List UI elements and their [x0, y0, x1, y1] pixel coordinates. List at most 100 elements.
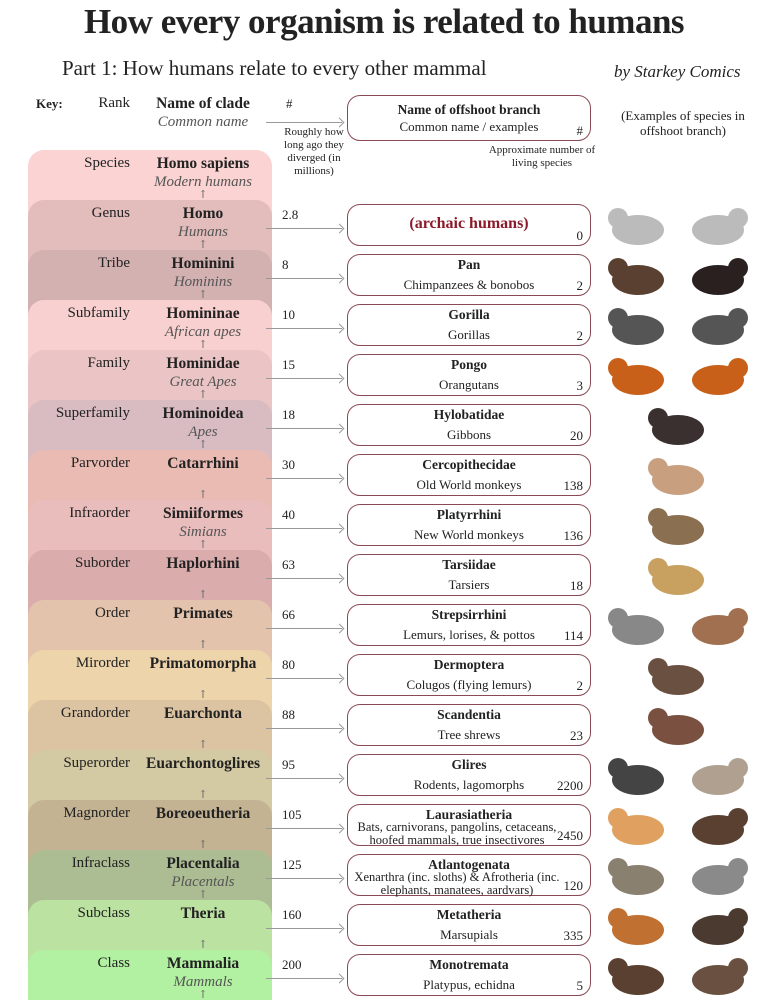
branch-box: Dermoptera Colugos (flying lemurs) 2: [347, 654, 591, 696]
branch-name: Metatheria: [436, 907, 502, 922]
species-count: 335: [563, 928, 584, 943]
divergence-mya: 66: [282, 607, 295, 622]
branch-common-name: Lemurs, lorises, & pottos: [403, 627, 535, 642]
clade-name: Homo sapiens: [156, 155, 250, 172]
species-count: 20: [570, 428, 583, 443]
capuchin-icon: [648, 508, 704, 545]
branch-name: Glires: [451, 757, 487, 772]
subtitle: Part 1: How humans relate to every other…: [62, 56, 487, 80]
up-arrow-icon: ↑: [198, 338, 208, 351]
branch-name: Pongo: [450, 357, 487, 372]
rank-label: Mirorder: [75, 655, 130, 671]
species-examples: [598, 400, 766, 450]
key-clade: Name of clade: [156, 95, 250, 112]
quoll-icon: [692, 908, 748, 945]
mouse-icon: [608, 758, 664, 795]
branch-arrow: [266, 978, 342, 979]
rank-label: Magnorder: [63, 805, 130, 821]
branch-common-name: New World monkeys: [414, 527, 524, 542]
divergence-mya: 160: [282, 907, 302, 922]
divergence-mya: 40: [282, 507, 295, 522]
clade-name: Euarchontoglires: [146, 755, 260, 772]
rank-label: Species: [84, 155, 130, 171]
branch-name: Monotremata: [429, 957, 509, 972]
species-count: 23: [570, 728, 583, 743]
rank-label: Tribe: [98, 255, 130, 271]
species-count: 136: [563, 528, 584, 543]
branch-name: Tarsiidae: [442, 557, 496, 572]
branch-common-name: Gibbons: [446, 427, 492, 442]
species-examples: [598, 600, 766, 650]
branch-box: Platyrrhini New World monkeys 136: [347, 504, 591, 546]
elephant-icon: [692, 858, 748, 895]
species-examples: [598, 300, 766, 350]
clade-common-name: Mammals: [173, 974, 233, 990]
clade-name: Catarrhini: [167, 455, 239, 472]
up-arrow-icon: ↑: [198, 838, 208, 851]
clade-common-name: Placentals: [171, 874, 235, 890]
up-arrow-icon: ↑: [198, 388, 208, 401]
tarsier-icon: [648, 558, 704, 595]
branch-common-name: Tarsiers: [448, 577, 490, 592]
species-examples: [598, 750, 766, 800]
branch-common-name: Old World monkeys: [416, 477, 522, 492]
rank-label: Grandorder: [60, 705, 130, 721]
skull-icon: [608, 208, 664, 245]
species-count: 5: [576, 978, 584, 993]
branch-arrow: [266, 928, 342, 929]
rank-label: Subfamily: [67, 305, 131, 321]
echidna-icon: [692, 958, 748, 995]
clade-name: Haplorhini: [166, 555, 240, 572]
key-mya-symbol: #: [286, 96, 293, 111]
species-count: 2: [576, 278, 584, 293]
species-examples: [598, 200, 766, 250]
up-arrow-icon: ↑: [198, 438, 208, 451]
species-count: 18: [570, 578, 583, 593]
rank-label: Suborder: [75, 555, 130, 571]
up-arrow-icon: ↑: [198, 888, 208, 901]
clade-name: Simiiformes: [162, 505, 244, 522]
up-arrow-icon: ↑: [198, 988, 208, 1001]
divergence-mya: 2.8: [282, 207, 299, 222]
species-examples: [598, 650, 766, 700]
species-examples: [598, 500, 766, 550]
chimpanzee-icon: [608, 258, 664, 295]
species-count: 114: [563, 628, 583, 643]
up-arrow-icon: ↑: [198, 588, 208, 601]
species-examples: [598, 700, 766, 750]
lemur-icon: [608, 608, 664, 645]
divergence-mya: 63: [282, 557, 295, 572]
divergence-mya: 88: [282, 707, 295, 722]
key-common: Common name: [157, 114, 249, 130]
clade-common-name: Apes: [188, 424, 218, 440]
branch-arrow: [266, 678, 342, 679]
divergence-mya: 95: [282, 757, 295, 772]
clade-name: Homininae: [166, 305, 240, 322]
species-examples: [598, 850, 766, 900]
branch-arrow: [266, 778, 342, 779]
species-examples: [598, 800, 766, 850]
branch-common-name: Marsupials: [440, 927, 498, 942]
rank-label: Order: [95, 605, 130, 621]
key-count-note: Approximate number of living species: [488, 144, 596, 169]
rank-label: Class: [97, 955, 130, 971]
branch-arrow: [266, 728, 342, 729]
branch-arrow: [266, 478, 342, 479]
branch-arrow: [266, 828, 342, 829]
clade-common-name: African apes: [164, 324, 242, 340]
clade-common-name: Great Apes: [169, 374, 237, 390]
branch-name: Scandentia: [437, 707, 501, 722]
key-branch-name: Name of offshoot branch: [397, 102, 541, 117]
up-arrow-icon: ↑: [198, 488, 208, 501]
up-arrow-icon: ↑: [198, 788, 208, 801]
divergence-mya: 15: [282, 357, 295, 372]
treeshrew-icon: [648, 708, 704, 745]
branch-box: Glires Rodents, lagomorphs 2200: [347, 754, 591, 796]
branch-box: Metatheria Marsupials 335: [347, 904, 591, 946]
clade-common-name: Modern humans: [154, 174, 252, 190]
branch-arrow: [266, 578, 342, 579]
up-arrow-icon: ↑: [198, 938, 208, 951]
armadillo-icon: [608, 858, 664, 895]
key-label: Key:: [36, 96, 63, 111]
branch-box: (archaic humans) 0: [347, 204, 591, 246]
